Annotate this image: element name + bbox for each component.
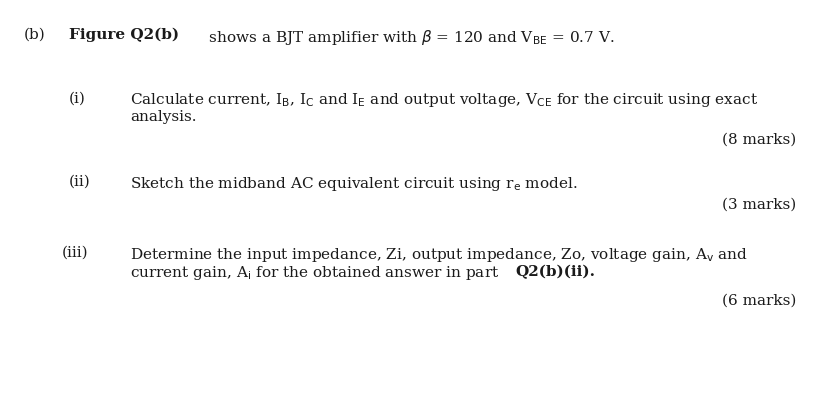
Text: analysis.: analysis. [130, 110, 196, 124]
Text: (3 marks): (3 marks) [722, 197, 797, 211]
Text: (b): (b) [23, 28, 45, 42]
Text: Q2(b)(ii).: Q2(b)(ii). [515, 264, 595, 279]
Text: Sketch the midband AC equivalent circuit using r$_{\mathrm{e}}$ model.: Sketch the midband AC equivalent circuit… [130, 175, 577, 193]
Text: Determine the input impedance, Zi, output impedance, Zo, voltage gain, A$_{\math: Determine the input impedance, Zi, outpu… [130, 246, 748, 264]
Text: current gain, A$_{\mathrm{i}}$ for the obtained answer in part: current gain, A$_{\mathrm{i}}$ for the o… [130, 264, 499, 283]
Text: (8 marks): (8 marks) [722, 132, 797, 147]
Text: Calculate current, I$_{\mathrm{B}}$, I$_{\mathrm{C}}$ and I$_{\mathrm{E}}$ and o: Calculate current, I$_{\mathrm{B}}$, I$_… [130, 91, 758, 109]
Text: (i): (i) [69, 91, 85, 105]
Text: Figure Q2(b): Figure Q2(b) [69, 28, 178, 42]
Text: (iii): (iii) [62, 246, 89, 260]
Text: (ii): (ii) [69, 175, 91, 189]
Text: (6 marks): (6 marks) [722, 294, 797, 308]
Text: shows a BJT amplifier with $\beta$ = 120 and V$_{\mathrm{BE}}$ = 0.7 V.: shows a BJT amplifier with $\beta$ = 120… [204, 28, 614, 46]
